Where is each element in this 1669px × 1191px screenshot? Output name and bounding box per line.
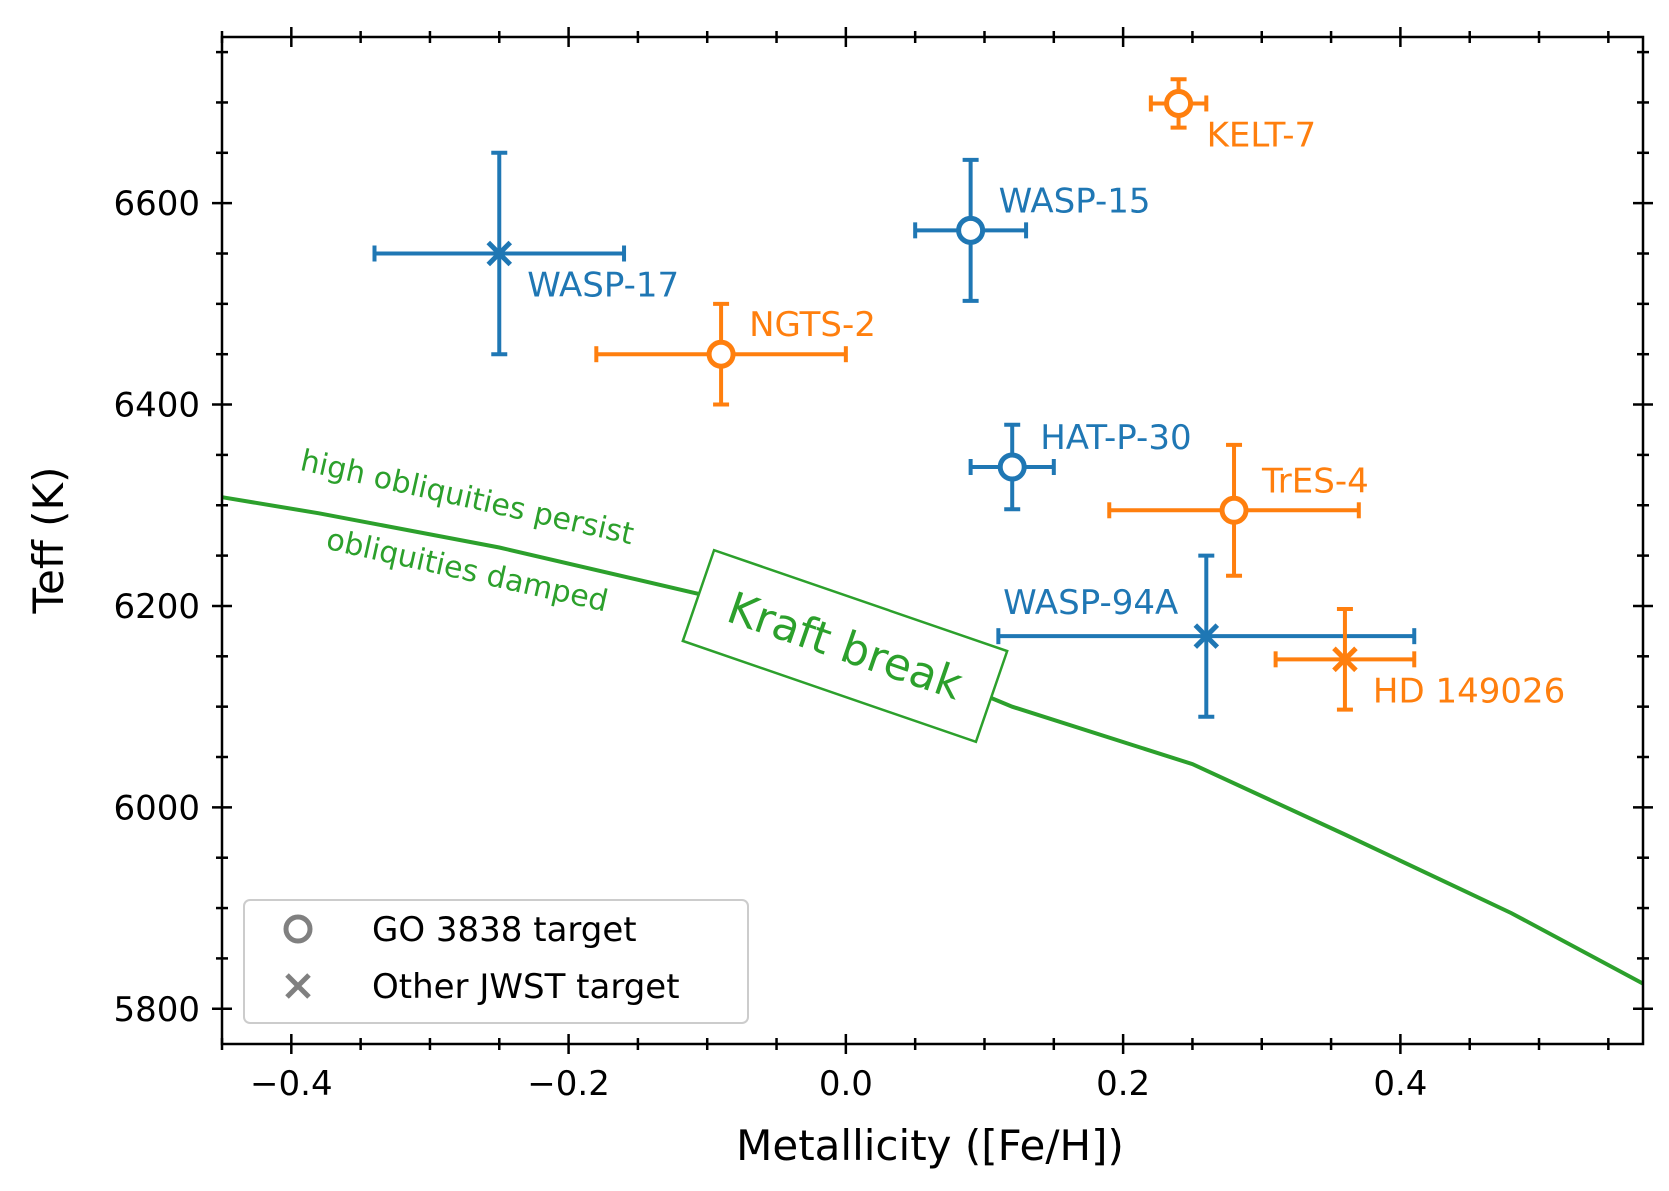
x-marker <box>486 240 513 267</box>
y-tick-label: 6400 <box>113 386 200 426</box>
legend-x-icon <box>285 973 311 999</box>
target-tres-4: TrES-4 <box>1107 442 1369 578</box>
target-hd-149026: HD 149026 <box>1273 606 1565 712</box>
x-tick-label: −0.4 <box>250 1064 333 1104</box>
x-tick-label: 0.0 <box>819 1064 873 1104</box>
target-label: WASP-15 <box>999 181 1151 221</box>
legend-label-other-jwst: Other JWST target <box>372 967 680 1007</box>
target-label: HD 149026 <box>1373 671 1565 711</box>
x-tick-label: 0.2 <box>1096 1064 1150 1104</box>
target-wasp-15: WASP-15 <box>913 157 1151 303</box>
data-points: KELT-7 WASP-15 WASP-17 NGTS-2 HAT-P-30 TrES-4… <box>372 77 1565 719</box>
kraft-break-box: Kraft break <box>681 548 1009 744</box>
circle-marker <box>706 339 736 369</box>
y-tick-label: 6000 <box>113 788 200 828</box>
target-ngts-2: NGTS-2 <box>594 301 876 407</box>
target-hat-p-30: HAT-P-30 <box>968 418 1192 512</box>
target-label: WASP-17 <box>527 266 679 306</box>
y-tick-label: 5800 <box>113 990 200 1030</box>
x-axis-label: Metallicity ([Fe/H]) <box>736 1121 1124 1170</box>
legend-circle-icon <box>283 914 313 944</box>
circle-marker <box>956 215 986 245</box>
target-label: KELT-7 <box>1207 115 1317 155</box>
x-tick-label: 0.4 <box>1373 1064 1427 1104</box>
target-wasp-17: WASP-17 <box>372 150 679 357</box>
circle-marker <box>1219 495 1249 525</box>
x-marker <box>1332 646 1358 673</box>
y-tick-label: 6200 <box>113 587 200 627</box>
target-label: WASP-94A <box>1003 583 1178 623</box>
target-wasp-94a: WASP-94A <box>996 553 1417 719</box>
y-axis-label: Teff (K) <box>24 467 73 615</box>
y-tick-label: 6600 <box>113 184 200 224</box>
axis-tick-labels: −0.4 −0.2 0.0 0.2 0.4 5800 6000 6200 6400 6600 <box>113 184 1427 1104</box>
target-label: NGTS-2 <box>749 305 876 345</box>
circle-marker <box>1164 88 1194 118</box>
legend: GO 3838 target Other JWST target <box>243 899 749 1024</box>
kraft-break-box-frame <box>681 548 1009 744</box>
x-marker <box>1193 623 1220 649</box>
target-label: HAT-P-30 <box>1040 418 1191 458</box>
legend-label-go3838: GO 3838 target <box>372 910 637 950</box>
circle-marker <box>997 452 1027 482</box>
legend-frame <box>243 899 749 1024</box>
x-tick-label: −0.2 <box>527 1064 610 1104</box>
target-kelt-7: KELT-7 <box>1148 77 1317 155</box>
target-label: TrES-4 <box>1261 461 1369 501</box>
plot-frame <box>220 35 1645 1046</box>
